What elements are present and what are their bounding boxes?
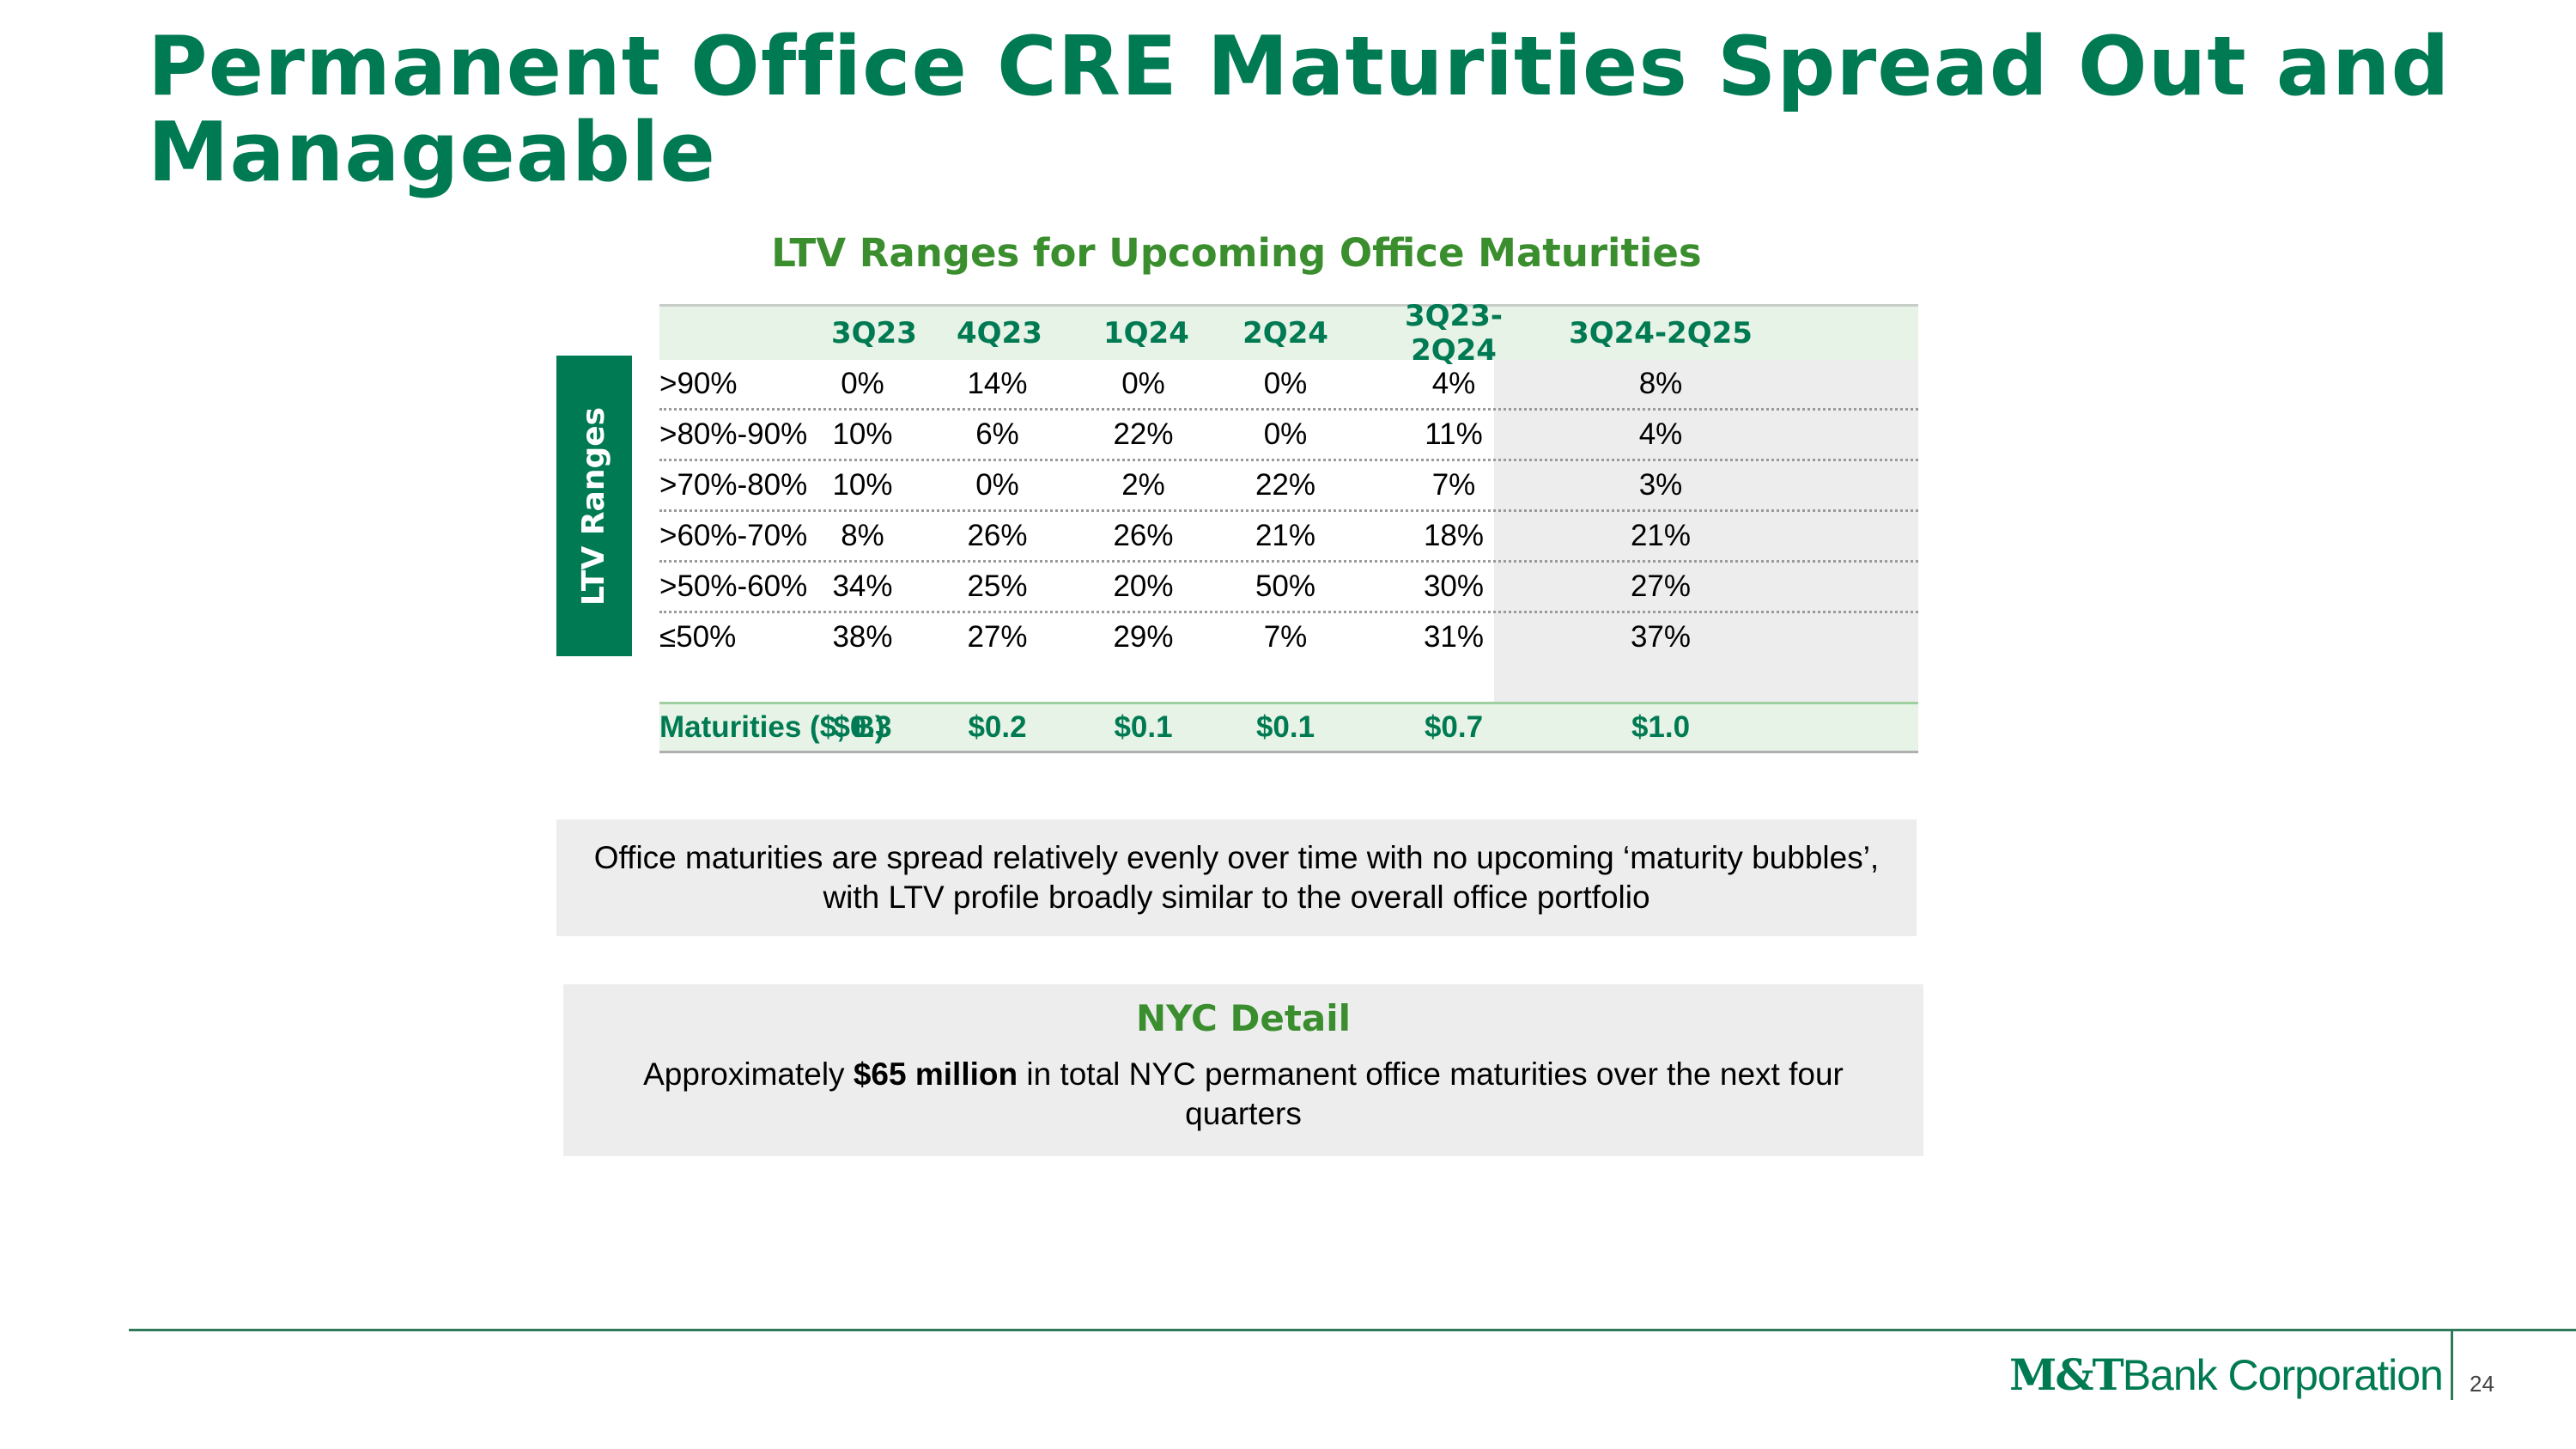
row-label: >80%-90% — [659, 417, 808, 451]
table-cell: 26% — [1113, 519, 1174, 552]
table-cell: 8% — [1638, 367, 1683, 400]
side-label-text: LTV Ranges — [576, 406, 612, 606]
maturities-row: Maturities ($, B) $0.3 $0.2 $0.1 $0.1 $0… — [659, 702, 1918, 753]
table-heading: LTV Ranges for Upcoming Office Maturitie… — [771, 230, 1702, 276]
table-cell: $0.3 — [833, 710, 892, 744]
table-body: >90% 0% 14% 0% 0% 4% 8% >80%-90% 10% 6% … — [659, 360, 1918, 702]
footer-divider — [2451, 1331, 2453, 1400]
row-label: >90% — [659, 367, 738, 400]
table-row: >90% 0% 14% 0% 0% 4% 8% — [659, 360, 1918, 411]
table-cell: 14% — [967, 367, 1028, 400]
footer-rule — [129, 1329, 2576, 1331]
table-cell: 10% — [832, 417, 893, 451]
table-cell: 8% — [841, 519, 884, 552]
logo-mark: M&T — [2009, 1349, 2124, 1400]
table-cell: 27% — [967, 620, 1028, 654]
nyc-amount: $65 million — [853, 1056, 1018, 1092]
table-cell: 50% — [1255, 569, 1316, 603]
column-header: 2Q24 — [1242, 316, 1328, 350]
column-header: 3Q24-2Q25 — [1569, 316, 1753, 350]
table-cell: 21% — [1255, 519, 1316, 552]
row-label: ≤50% — [659, 620, 737, 654]
table-row: >50%-60% 34% 25% 20% 50% 30% 27% — [659, 563, 1918, 613]
row-label: >70%-80% — [659, 468, 808, 502]
ltv-ranges-side-label: LTV Ranges — [556, 356, 632, 656]
company-logo: M&TBank Corporation — [2009, 1351, 2444, 1399]
table-cell: 18% — [1423, 519, 1485, 552]
table-row: >80%-90% 10% 6% 22% 0% 11% 4% — [659, 411, 1918, 461]
callout-line: with LTV profile broadly similar to the … — [823, 880, 1650, 915]
nyc-text-prefix: Approximately — [643, 1056, 854, 1092]
table-cell: 3% — [1638, 468, 1683, 502]
row-label: Maturities ($, B) — [659, 710, 885, 744]
table-cell: 34% — [832, 569, 893, 603]
logo-name: Bank Corporation — [2122, 1351, 2444, 1399]
column-header: 1Q24 — [1103, 316, 1189, 350]
table-cell: $0.1 — [1255, 710, 1315, 744]
page-number: 24 — [2470, 1371, 2494, 1397]
table-cell: 37% — [1630, 620, 1692, 654]
table-cell: 21% — [1630, 519, 1692, 552]
maturity-callout: Office maturities are spread relatively … — [556, 819, 1917, 936]
table-cell: 0% — [1263, 367, 1308, 400]
trailing-period-shading — [1494, 360, 1918, 702]
table-cell: 6% — [975, 417, 1019, 451]
table-cell: 4% — [1431, 367, 1476, 400]
table-header-row: 3Q23 4Q23 1Q24 2Q24 3Q23-2Q24 3Q24-2Q25 — [659, 299, 1918, 368]
table-cell: 22% — [1255, 468, 1316, 502]
table-cell: 27% — [1630, 569, 1692, 603]
column-header: 3Q23 — [831, 316, 917, 350]
nyc-detail-text: Approximately $65 million in total NYC p… — [563, 1055, 1923, 1134]
page-title: Permanent Office CRE Maturities Spread O… — [148, 20, 2451, 200]
table-cell: $0.7 — [1424, 710, 1484, 744]
table-cell: 7% — [1263, 620, 1308, 654]
table-cell: 0% — [975, 468, 1019, 502]
table-cell: 30% — [1423, 569, 1485, 603]
table-row: >60%-70% 8% 26% 26% 21% 18% 21% — [659, 512, 1918, 563]
ltv-table: 3Q23 4Q23 1Q24 2Q24 3Q23-2Q24 3Q24-2Q25 … — [659, 299, 1918, 753]
table-cell: 25% — [967, 569, 1028, 603]
table-cell: 7% — [1431, 468, 1476, 502]
table-cell: 31% — [1423, 620, 1485, 654]
column-header: 3Q23-2Q24 — [1405, 299, 1503, 368]
table-cell: $0.1 — [1114, 710, 1173, 744]
nyc-detail-panel: NYC Detail Approximately $65 million in … — [563, 984, 1923, 1156]
table-cell: 38% — [832, 620, 893, 654]
table-cell: 29% — [1113, 620, 1174, 654]
column-header: 4Q23 — [957, 316, 1042, 350]
table-cell: 4% — [1638, 417, 1683, 451]
table-cell: $1.0 — [1631, 710, 1691, 744]
table-row: ≤50% 38% 27% 29% 7% 31% 37% — [659, 613, 1918, 661]
callout-line: Office maturities are spread relatively … — [593, 840, 1880, 875]
table-cell: 0% — [1121, 367, 1165, 400]
table-cell: 0% — [1263, 417, 1308, 451]
table-cell: 20% — [1113, 569, 1174, 603]
nyc-detail-title: NYC Detail — [1135, 997, 1352, 1039]
row-label: >50%-60% — [659, 569, 808, 603]
table-cell: 10% — [832, 468, 893, 502]
table-cell: 2% — [1121, 468, 1165, 502]
table-cell: 0% — [841, 367, 884, 400]
table-cell: 11% — [1425, 417, 1483, 451]
table-cell: 26% — [967, 519, 1028, 552]
table-cell: $0.2 — [968, 710, 1027, 744]
table-row: >70%-80% 10% 0% 2% 22% 7% 3% — [659, 461, 1918, 512]
row-label: >60%-70% — [659, 519, 808, 552]
nyc-text-suffix: in total NYC permanent office maturities… — [1018, 1056, 1844, 1131]
table-cell: 22% — [1113, 417, 1174, 451]
